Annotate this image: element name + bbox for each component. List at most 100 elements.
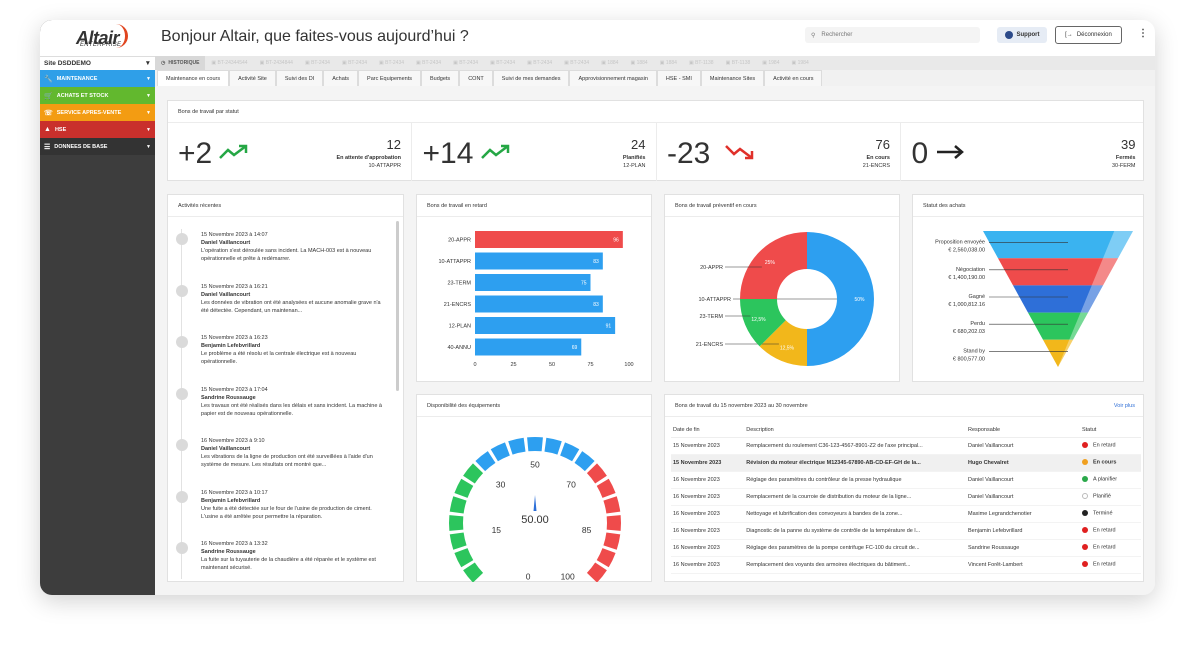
table-row[interactable]: 15 Novembre 2023 Remplacement du roulemen… [671, 437, 1141, 455]
history-item[interactable]: ▣ BT-1138 [683, 60, 720, 66]
cell-description: Réglage des paramètres de la pompe centr… [744, 539, 966, 557]
tab-4[interactable]: Parc Equipements [358, 70, 421, 86]
sidebar-item-label-wrap: 🔧 MAINTENANCE [44, 75, 97, 83]
history-item[interactable]: ▣ BT-2434 [484, 60, 521, 66]
sidebar-item-maintenance[interactable]: 🔧 MAINTENANCE ▼ [40, 70, 155, 87]
bar-value-label: 69 [572, 345, 578, 351]
cell-status: Planifié [1079, 488, 1141, 506]
history-button[interactable]: ◷ HISTORIQUE [155, 56, 206, 70]
table-row[interactable]: 16 Novembre 2023 Nettoyage et lubrificati… [671, 505, 1141, 523]
table-row[interactable]: 16 Novembre 2023 Remplacement des voyants… [671, 556, 1141, 574]
tab-7[interactable]: Suivi de mes demandes [492, 70, 570, 86]
status-dot-icon [1081, 493, 1088, 500]
timeline-dot [176, 439, 188, 451]
column-header[interactable]: Description [744, 423, 966, 438]
tab-1[interactable]: Activité Site [229, 70, 276, 86]
status-tile[interactable]: +14 24 Planifiés 12-PLAN [413, 123, 657, 181]
tab-11[interactable]: Activité en cours [764, 70, 823, 86]
activity-date: 15 Novembre 2023 à 16:21 [201, 283, 268, 290]
support-icon [1004, 31, 1013, 39]
sidebar-item-label: ACHATS ET STOCK [56, 92, 109, 99]
bar[interactable] [475, 317, 616, 334]
tab-6[interactable]: CONT [459, 70, 493, 86]
pie-slice[interactable] [740, 232, 807, 299]
activity-item[interactable]: 15 Novembre 2023 à 16:23 Benjamin Lefebvr… [176, 334, 389, 366]
search-input[interactable]: ⚲ Rechercher [805, 27, 980, 43]
history-item[interactable]: ▣ BT-2434 [336, 60, 373, 66]
bar[interactable] [475, 252, 603, 270]
table-row[interactable]: 16 Novembre 2023 Remplacement de la courr… [671, 488, 1141, 506]
funnel-stage[interactable] [998, 258, 1118, 286]
column-header[interactable]: Date de fin [671, 423, 745, 438]
search-placeholder: Rechercher [821, 32, 853, 38]
history-item[interactable]: ▣ BT-2434 [373, 60, 410, 66]
funnel-stage[interactable] [1043, 339, 1073, 367]
status-tile[interactable]: -23 76 En cours 21-ENCRS [657, 123, 901, 181]
timeline-line [181, 229, 182, 579]
site-selector[interactable]: Site DSDDEMO ▼ [40, 56, 155, 70]
history-item[interactable]: ▣ BT-2434 [299, 60, 336, 66]
bar[interactable] [475, 231, 623, 248]
activity-item[interactable]: 16 Novembre 2023 à 10:17 Benjamin Lefebvr… [176, 489, 389, 521]
table-row[interactable]: 16 Novembre 2023 Diagnostic de la panne d… [671, 522, 1141, 540]
funnel-stage[interactable] [1013, 285, 1103, 313]
history-item[interactable]: ▣ 1884 [595, 60, 624, 66]
preventive-chart: 50% 10-ATTAPPR 12,5% 21-ENCRS 12,5% 23-TERM 25… [696, 232, 874, 366]
history-item[interactable]: ▣ BT-2434 [521, 60, 558, 66]
pie-slice[interactable] [740, 299, 786, 347]
activity-item[interactable]: 15 Novembre 2023 à 17:04 Sandrine Roussau… [176, 386, 389, 418]
tab-3[interactable]: Achats [323, 70, 359, 86]
pie-slice[interactable] [759, 320, 807, 366]
tab-8[interactable]: Approvisionnement magasin [569, 70, 657, 86]
activity-item[interactable]: 15 Novembre 2023 à 16:21 Daniel Vaillanco… [176, 283, 389, 315]
support-button[interactable]: Support [997, 27, 1047, 43]
cell-responsible: Sandrine Roussauge [966, 539, 1080, 557]
sidebar-item-achats-et-stock[interactable]: 🛒 ACHATS ET STOCK ▼ [40, 87, 155, 104]
preventive-title: Bons de travail préventif en cours [665, 195, 899, 217]
logo[interactable]: Altair ENTERPRISE [40, 20, 155, 56]
sidebar-item-label-wrap: ▲ HSE [44, 126, 66, 133]
column-header[interactable]: Responsable [966, 423, 1080, 438]
history-item[interactable]: ▣ BT-24344544 [205, 60, 253, 66]
column-header[interactable]: Statut [1079, 423, 1141, 438]
logout-button[interactable]: [→ Déconnexion [1055, 26, 1122, 44]
tab-2[interactable]: Suivi des DI [275, 70, 324, 86]
history-item[interactable]: ▣ BT-1138 [720, 60, 757, 66]
tab-9[interactable]: HSE - SMI [656, 70, 701, 86]
wrench-icon: 🔧 [44, 75, 53, 83]
funnel-stage[interactable] [983, 231, 1133, 259]
tab-5[interactable]: Budgets [421, 70, 460, 86]
history-item[interactable]: ▣ BT-2434 [558, 60, 595, 66]
history-item[interactable]: ▣ 1884 [654, 60, 683, 66]
bar[interactable] [475, 295, 603, 313]
bar[interactable] [475, 338, 582, 356]
funnel-stage[interactable] [1028, 312, 1088, 340]
sidebar-item-service-apres-vente[interactable]: ☏ SERVICE APRES-VENTE ▼ [40, 104, 155, 121]
history-item[interactable]: ▣ 1884 [624, 60, 653, 66]
history-item[interactable]: ▣ 1984 [756, 60, 785, 66]
tab-10[interactable]: Maintenance Sites [700, 70, 765, 86]
table-row[interactable]: 16 Novembre 2023 Réglage des paramètres d… [671, 471, 1141, 489]
sidebar-item-donnees-de-base[interactable]: ☰ DONNEES DE BASE ▼ [40, 138, 155, 155]
table-row[interactable]: 16 Novembre 2023 Réglage des paramètres d… [671, 539, 1141, 557]
more-menu-icon[interactable]: ⋮ [1138, 28, 1148, 39]
history-item[interactable]: ▣ BT-2434 [410, 60, 447, 66]
activity-item[interactable]: 16 Novembre 2023 à 9:10 Daniel Vaillancou… [176, 437, 389, 469]
table-row[interactable]: 15 Novembre 2023 Révision du moteur élect… [671, 454, 1141, 472]
history-item[interactable]: ▣ BT-2434 [447, 60, 484, 66]
activity-body: 15 Novembre 2023 à 14:07 Daniel Vaillanco… [201, 231, 389, 263]
history-item[interactable]: ▣ BT-2434844 [254, 60, 299, 66]
activity-item[interactable]: 16 Novembre 2023 à 13:32 Sandrine Roussau… [176, 540, 389, 572]
funnel-stage-value: € 2,560,038.00 [948, 248, 985, 254]
activity-item[interactable]: 15 Novembre 2023 à 14:07 Daniel Vaillanco… [176, 231, 389, 263]
see-more-link[interactable]: Voir plus [1113, 403, 1135, 409]
tab-0[interactable]: Maintenance en cours [157, 70, 230, 86]
bar[interactable] [475, 274, 591, 291]
cell-responsible: Benjamin Lefebvrillard [966, 522, 1080, 540]
history-item[interactable]: ▣ 1984 [786, 60, 815, 66]
status-tile[interactable]: 0 39 Fermés 30-FERM [902, 123, 1146, 181]
status-tile[interactable]: +2 12 En attente d'approbation 10-ATTAPPR [168, 123, 412, 181]
pie-slice[interactable] [807, 232, 874, 366]
activities-scrollbar[interactable] [396, 221, 399, 391]
sidebar-item-hse[interactable]: ▲ HSE ▼ [40, 121, 155, 138]
